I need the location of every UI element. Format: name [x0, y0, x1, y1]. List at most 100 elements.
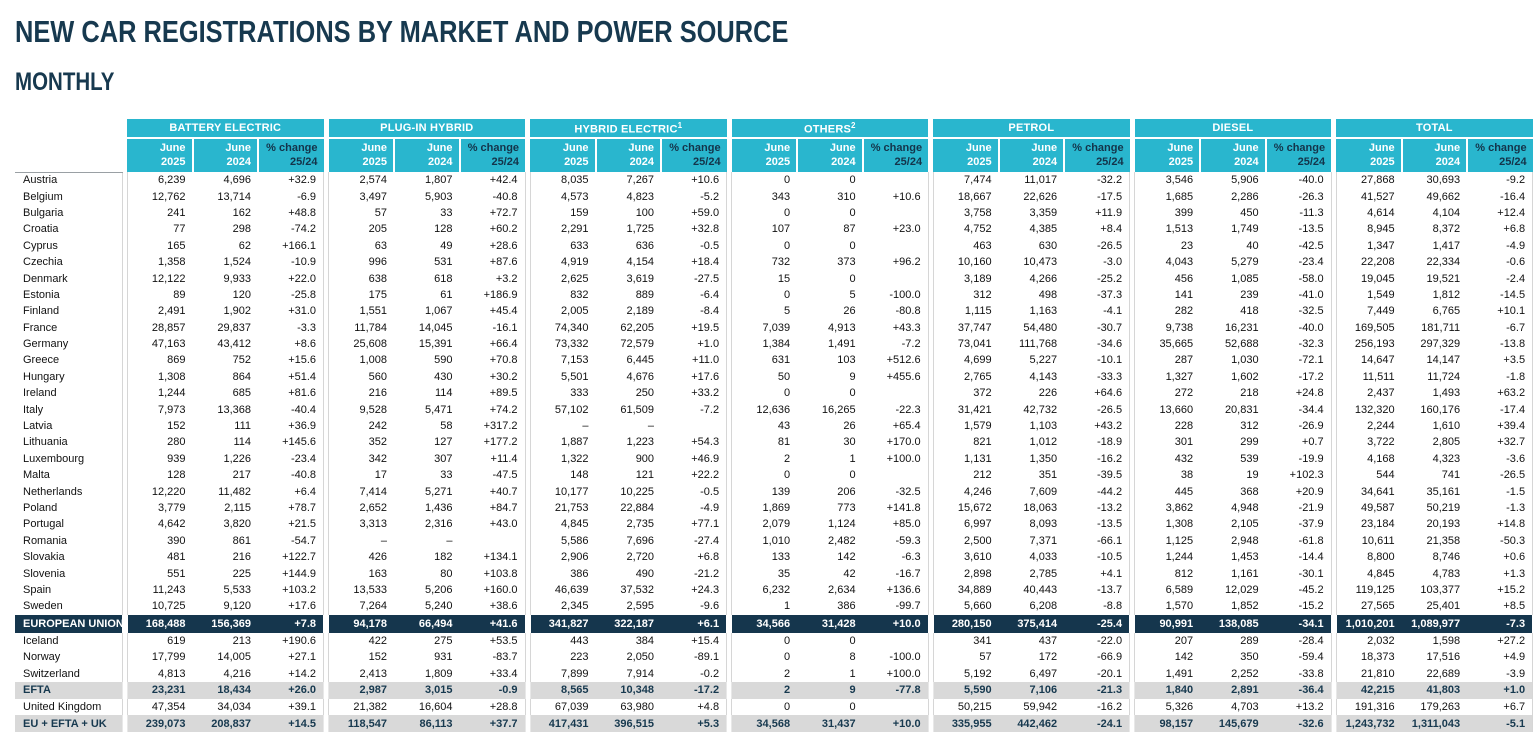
value-cell: 62,205	[620, 321, 655, 334]
group-spacer	[927, 253, 934, 271]
country-cell: Spain	[23, 583, 52, 596]
group-spacer	[1330, 434, 1337, 451]
country-cell: Finland	[23, 305, 60, 318]
value-cell: 1,869	[762, 502, 791, 514]
value-cell: +39.4	[1467, 417, 1534, 435]
value-cell: 3,722	[1367, 436, 1395, 449]
value-cell: 1,161	[1231, 567, 1259, 580]
value-cell: 162	[232, 206, 251, 219]
subheader-cell: % change 25/24	[458, 138, 526, 172]
value-cell: 6,589	[1165, 583, 1194, 596]
value-cell: 821	[973, 436, 992, 449]
value-cell: 2,595	[626, 600, 655, 613]
value-cell: 1,089,977	[1401, 614, 1468, 633]
group-spacer	[524, 665, 531, 682]
value-cell: -22.3	[895, 403, 921, 416]
table-row: Netherlands 12,220 11,482 +6.4 7,414 5,271 +40…	[15, 483, 1534, 500]
group-spacer	[524, 632, 531, 649]
value-cell: 2,079	[762, 518, 791, 531]
value-cell	[460, 533, 526, 549]
value-cell: 6,445	[626, 354, 655, 367]
value-cell: 13,368	[217, 403, 251, 416]
value-cell: +22.2	[691, 469, 720, 482]
group-spacer	[726, 548, 733, 566]
group-spacer	[121, 499, 128, 517]
group-spacer	[121, 417, 128, 435]
value-cell: 869	[167, 354, 186, 367]
group-spacer	[927, 499, 934, 517]
value-cell: 1,030	[1231, 354, 1259, 367]
value-cell: 10,225	[620, 485, 655, 498]
value-cell: 132,320	[1354, 403, 1395, 416]
value-cell: +54.3	[691, 436, 720, 449]
group-spacer	[121, 434, 128, 451]
group-header-row: BATTERY ELECTRIC PLUG-IN HYBRID HYBRID ELE…	[15, 119, 1533, 172]
value-cell: 1,602	[1231, 370, 1259, 383]
value-cell: 33	[440, 469, 453, 482]
value-cell: 163	[368, 567, 388, 580]
value-cell: -4.9	[1467, 237, 1534, 254]
value-cell: 1,685	[1165, 190, 1194, 203]
value-cell: 42,215	[1336, 681, 1402, 699]
country-cell: Portugal	[23, 518, 64, 531]
value-cell: 156,369	[192, 614, 258, 633]
table-row: Latvia 152 111 +36.9 242 58 +317.2 – – 43 26 +65.4 1…	[15, 417, 1534, 435]
value-cell: 1,491	[1165, 667, 1194, 680]
value-cell: 3,862	[1165, 502, 1194, 514]
value-cell: 239,073	[127, 715, 193, 733]
country-cell: Norway	[23, 651, 61, 664]
value-cell: +6.7	[1467, 698, 1534, 716]
value-cell: 12,122	[151, 272, 186, 285]
group-spacer	[1129, 401, 1136, 418]
value-cell: 74,340	[554, 321, 589, 334]
value-cell: 7,039	[762, 321, 791, 334]
table-row: France 28,857 29,837 -3.3 11,784 14,045 -16.1 7…	[15, 319, 1534, 336]
value-cell: 11,784	[354, 321, 388, 334]
group-spacer	[1330, 335, 1337, 353]
value-cell: -40.4	[290, 403, 317, 416]
table-row: Luxembourg 939 1,226 -23.4 342 307 +11.4 1,322 9…	[15, 450, 1534, 468]
value-cell: -59.4	[1298, 651, 1324, 664]
value-cell: +1.0	[1467, 681, 1534, 699]
group-spacer	[726, 614, 733, 633]
value-cell: 2,244	[1367, 420, 1395, 433]
group-spacer	[927, 565, 934, 582]
value-cell: +40.7	[489, 485, 518, 498]
value-cell: 280	[167, 436, 186, 449]
value-cell: 103	[837, 354, 856, 367]
value-cell: -21.3	[1064, 681, 1130, 699]
group-spacer	[927, 270, 934, 287]
value-cell: 208,837	[192, 715, 258, 733]
group-spacer	[524, 450, 531, 468]
group-spacer	[927, 483, 934, 500]
group-header: BATTERY ELECTRIC	[127, 119, 324, 139]
value-cell: 1,436	[425, 502, 453, 514]
value-cell: 390	[167, 534, 186, 547]
value-cell: -10.9	[290, 256, 317, 269]
group-spacer	[1129, 417, 1136, 435]
value-cell: 5,240	[425, 600, 453, 613]
group-spacer	[1129, 565, 1136, 582]
value-cell: 342	[368, 452, 388, 465]
value-cell: 732	[771, 256, 791, 269]
value-cell: 1,115	[964, 305, 992, 318]
value-cell: 22,626	[1023, 190, 1058, 203]
value-cell: 10,177	[554, 485, 589, 498]
value-cell: +85.0	[892, 518, 921, 531]
value-cell: -59.3	[895, 534, 921, 547]
group-header: PETROL	[933, 119, 1130, 139]
country-cell: Switzerland	[23, 667, 80, 680]
value-cell: 0	[849, 469, 856, 482]
value-cell: -40.8	[290, 469, 317, 482]
value-cell: 31,428	[797, 614, 863, 633]
value-cell: 2	[731, 681, 798, 699]
subheader-cell: June 2024	[997, 138, 1065, 172]
value-cell: 4,385	[1029, 223, 1058, 236]
value-cell: +74.2	[489, 403, 518, 416]
value-cell: 2,634	[828, 583, 856, 596]
value-cell: -34.1	[1265, 614, 1332, 633]
group-spacer	[121, 516, 128, 533]
value-cell: 539	[1240, 452, 1259, 465]
value-cell: 2,720	[626, 551, 655, 564]
group-spacer	[927, 319, 934, 336]
